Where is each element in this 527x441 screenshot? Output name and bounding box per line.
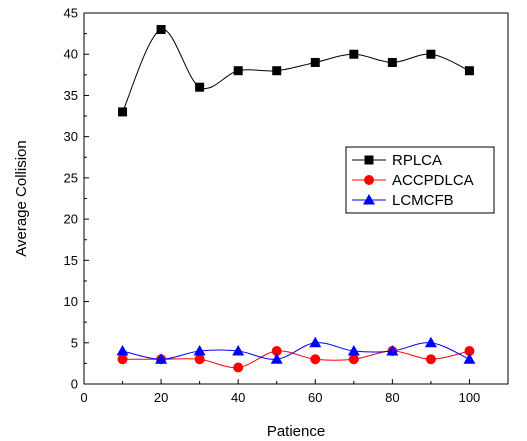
data-point bbox=[425, 354, 436, 365]
data-point bbox=[310, 354, 321, 365]
data-point bbox=[118, 107, 128, 117]
series-lcmcfb bbox=[116, 336, 476, 364]
y-tick-label: 10 bbox=[64, 294, 78, 309]
legend-label: LCMCFB bbox=[392, 192, 454, 209]
data-point bbox=[348, 354, 359, 365]
data-point bbox=[272, 66, 282, 76]
y-tick-label: 15 bbox=[64, 253, 78, 268]
y-tick-label: 0 bbox=[71, 377, 78, 392]
data-point bbox=[347, 345, 360, 356]
data-point bbox=[387, 57, 397, 67]
y-tick-label: 25 bbox=[64, 170, 78, 185]
data-point bbox=[464, 66, 474, 76]
series-accpdlca bbox=[117, 346, 475, 373]
legend-label: RPLCA bbox=[392, 152, 442, 169]
x-tick-label: 40 bbox=[231, 390, 245, 405]
data-point bbox=[116, 345, 129, 356]
y-tick-label: 5 bbox=[71, 335, 78, 350]
data-point bbox=[156, 24, 166, 34]
data-point bbox=[426, 49, 436, 59]
data-point bbox=[464, 346, 475, 357]
data-point bbox=[233, 362, 244, 373]
data-point bbox=[117, 354, 128, 365]
y-tick-label: 40 bbox=[64, 47, 78, 62]
legend-marker bbox=[363, 194, 375, 205]
x-tick-label: 100 bbox=[459, 390, 481, 405]
x-tick-label: 80 bbox=[385, 390, 399, 405]
x-axis-title: Patience bbox=[267, 423, 325, 440]
data-point bbox=[271, 346, 282, 357]
y-axis: 0 5 10 15 20 25 30 35 40 45 bbox=[64, 6, 89, 392]
y-tick-label: 35 bbox=[64, 88, 78, 103]
data-point bbox=[386, 345, 399, 356]
series-line bbox=[122, 350, 470, 369]
series-layer bbox=[116, 24, 476, 373]
y-tick-label: 30 bbox=[64, 129, 78, 144]
legend-marker bbox=[364, 155, 374, 165]
legend-marker bbox=[364, 175, 374, 185]
data-point bbox=[349, 49, 359, 59]
x-tick-label: 60 bbox=[308, 390, 322, 405]
legend-label: ACCPDLCA bbox=[392, 172, 474, 189]
data-point bbox=[232, 345, 245, 356]
y-tick-label: 20 bbox=[64, 212, 78, 227]
series-line bbox=[122, 342, 470, 360]
x-axis: 0 20 40 60 80 100 bbox=[80, 379, 480, 405]
x-tick-label: 0 bbox=[80, 390, 87, 405]
data-point bbox=[193, 345, 206, 356]
data-point bbox=[195, 82, 205, 92]
data-point bbox=[310, 57, 320, 67]
series-line bbox=[122, 28, 470, 113]
data-point bbox=[194, 354, 205, 365]
data-point bbox=[463, 353, 476, 364]
data-point bbox=[155, 353, 168, 364]
legend: RPLCA ACCPDLCA LCMCFB bbox=[345, 146, 495, 214]
series-rplca bbox=[118, 24, 474, 117]
data-point bbox=[233, 66, 243, 76]
data-point bbox=[424, 336, 437, 348]
data-point bbox=[309, 336, 322, 348]
x-tick-label: 20 bbox=[154, 390, 168, 405]
y-axis-title: Average Collision bbox=[13, 140, 30, 256]
y-tick-label: 45 bbox=[64, 6, 78, 21]
data-point bbox=[270, 353, 283, 364]
